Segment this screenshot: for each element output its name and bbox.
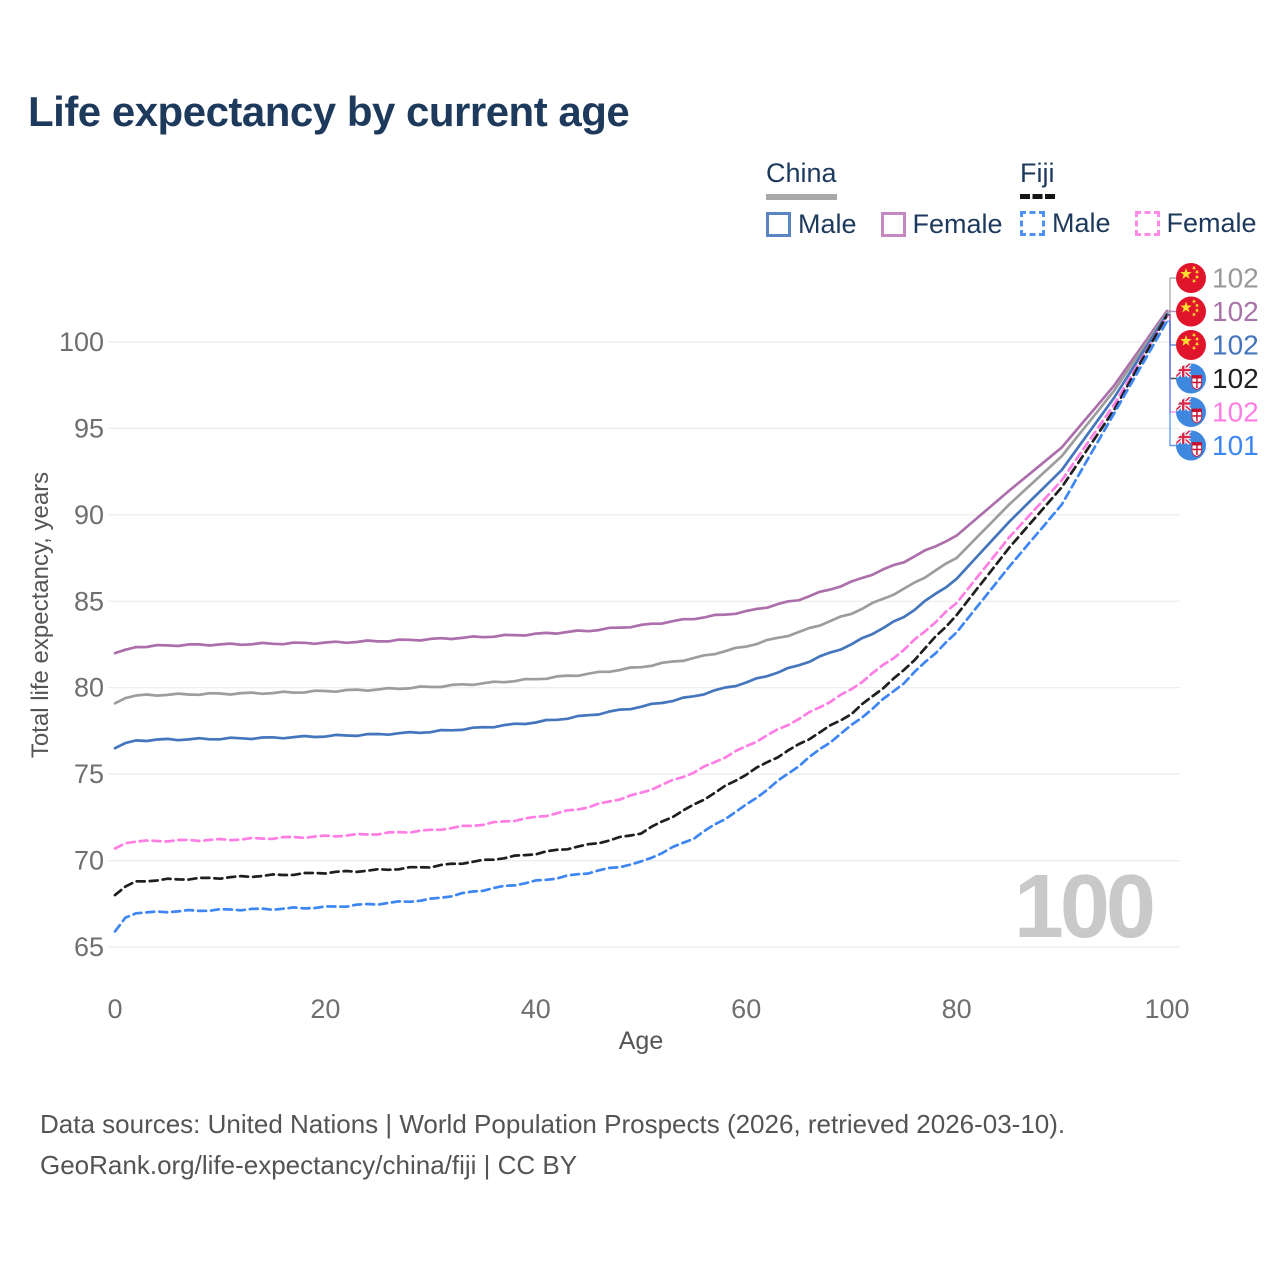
footer-attribution-link[interactable]: GeoRank.org/life-expectancy/china/fiji |… (40, 1150, 578, 1180)
series-line-fiji-both (113, 313, 1169, 897)
legend-header-fiji[interactable]: Fiji (1020, 158, 1055, 199)
fiji-flag-icon (1176, 397, 1206, 427)
series-line-china-female (113, 309, 1169, 655)
end-label-connector (1167, 320, 1176, 447)
series-lines (113, 309, 1169, 933)
age-counter-watermark: 100 (1013, 857, 1156, 957)
x-tick-label: 60 (731, 994, 761, 1024)
x-axis-title: Age (619, 1027, 663, 1055)
legend-group-fiji: Fiji Male Female (1020, 158, 1280, 239)
series-line-fiji-female (113, 314, 1169, 850)
legend-swatch-fiji-female[interactable] (1134, 211, 1160, 236)
y-tick-label: 70 (74, 846, 104, 876)
china-flag-icon (1176, 330, 1206, 360)
end-label-value: 102 (1212, 296, 1259, 327)
end-label-connector (1167, 310, 1176, 313)
legend-label-china-female[interactable]: Female (912, 209, 1003, 239)
y-axis-title: Total life expectancy, years (27, 472, 54, 758)
x-tick-label: 100 (1144, 994, 1189, 1024)
y-tick-label: 75 (74, 759, 104, 789)
china-flag-icon (1176, 296, 1206, 327)
china-flag-icon (1176, 263, 1206, 293)
end-label-connector (1167, 277, 1176, 314)
end-label-value: 101 (1212, 430, 1259, 461)
footer: Data sources: United Nations | World Pop… (40, 1104, 1065, 1186)
y-tick-label: 65 (74, 932, 104, 962)
legend-items-fiji: Male Female (1020, 208, 1280, 239)
x-tick-label: 0 (107, 994, 122, 1024)
y-tick-label: 90 (74, 500, 104, 530)
y-tick-label: 95 (74, 413, 104, 443)
y-tick-label: 85 (74, 586, 104, 616)
x-tick-label: 40 (521, 994, 551, 1024)
legend-swatch-china-female[interactable] (880, 212, 906, 237)
x-axis-tick-labels: 0 20 40 60 80 100 (107, 994, 1189, 1024)
series-line-china-both (113, 311, 1169, 705)
series-line-fiji-male (113, 319, 1169, 933)
y-tick-label: 80 (74, 673, 104, 703)
end-label-value: 102 (1212, 363, 1259, 394)
gridlines (108, 341, 1180, 948)
x-tick-label: 80 (942, 994, 972, 1024)
legend-items-china: Male Female (766, 209, 1027, 240)
legend-group-china: China Male Female (766, 158, 1027, 240)
series-line-china-male (113, 312, 1169, 750)
legend-swatch-china-male[interactable] (766, 212, 791, 237)
fiji-flag-icon (1176, 363, 1206, 394)
y-tick-label: 100 (59, 327, 104, 357)
legend-header-china[interactable]: China (766, 158, 837, 200)
legend-label-fiji-female[interactable]: Female (1166, 208, 1257, 238)
footer-data-sources: Data sources: United Nations | World Pop… (40, 1109, 1066, 1139)
y-axis-tick-labels: 65 70 75 80 85 90 95 100 (59, 327, 104, 962)
page-title: Life expectancy by current age (28, 88, 630, 135)
fiji-flag-icon (1176, 430, 1206, 461)
end-label-connector (1167, 313, 1176, 346)
legend-label-fiji-male[interactable]: Male (1052, 208, 1111, 238)
legend-label-china-male[interactable]: Male (798, 209, 857, 239)
end-label-value: 102 (1212, 330, 1259, 361)
end-label-value: 102 (1212, 263, 1259, 294)
end-label-connector (1167, 315, 1176, 413)
legend-swatch-fiji-male[interactable] (1020, 211, 1045, 236)
end-label-connector (1167, 314, 1176, 380)
end-label-value: 102 (1212, 397, 1259, 428)
x-tick-label: 20 (310, 994, 340, 1024)
